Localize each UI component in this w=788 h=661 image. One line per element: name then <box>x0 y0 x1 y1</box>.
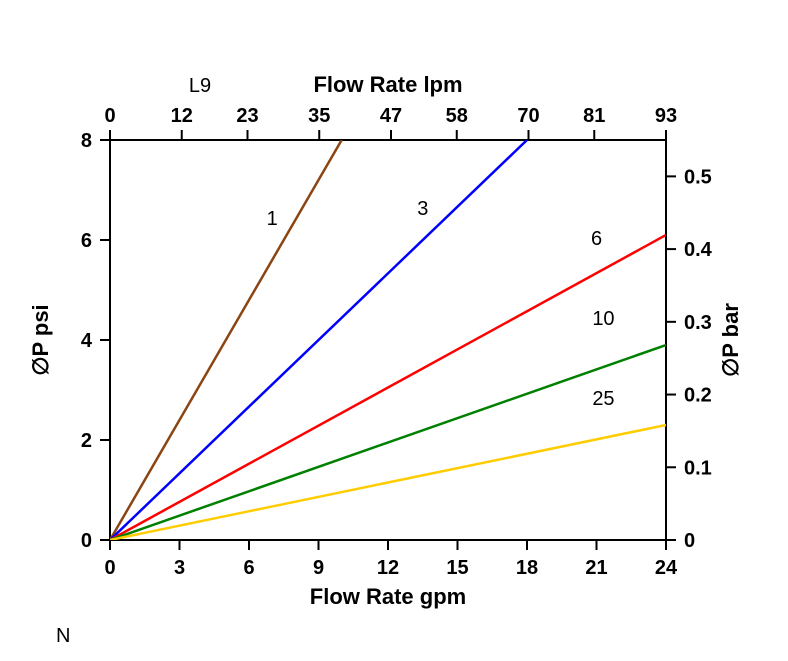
xtick-top-label: 93 <box>655 105 677 127</box>
xtick-bottom-label: 0 <box>104 557 115 579</box>
xtick-bottom-label: 21 <box>585 557 607 579</box>
ytick-left-label: 8 <box>81 130 92 152</box>
xtick-bottom-label: 3 <box>174 557 185 579</box>
ytick-right-label: 0.4 <box>684 239 713 261</box>
series-label-10: 10 <box>592 308 614 330</box>
plot-area <box>110 140 666 540</box>
ytick-right-label: 0.2 <box>684 385 712 407</box>
chart-container: 03691215182124Flow Rate gpm0122335475870… <box>0 0 788 656</box>
series-label-25: 25 <box>592 388 614 410</box>
ytick-left-label: 6 <box>81 230 92 252</box>
chart-svg: 03691215182124Flow Rate gpm0122335475870… <box>0 0 788 656</box>
xtick-top-label: 12 <box>171 105 193 127</box>
y-axis-right-title: ∅P bar <box>718 303 743 377</box>
x-axis-bottom-title: Flow Rate gpm <box>310 584 466 609</box>
aux-label-bottom-left: N <box>56 625 70 647</box>
xtick-bottom-label: 6 <box>243 557 254 579</box>
xtick-bottom-label: 12 <box>377 557 399 579</box>
ytick-right-label: 0 <box>684 530 695 552</box>
aux-label-top-left: L9 <box>189 75 211 97</box>
x-axis-top-title: Flow Rate lpm <box>313 72 462 97</box>
xtick-top-label: 70 <box>517 105 539 127</box>
xtick-bottom-label: 18 <box>516 557 538 579</box>
ytick-right-label: 0.3 <box>684 312 712 334</box>
series-label-6: 6 <box>591 228 602 250</box>
xtick-top-label: 81 <box>583 105 605 127</box>
series-label-3: 3 <box>417 198 428 220</box>
xtick-top-label: 35 <box>308 105 330 127</box>
xtick-top-label: 47 <box>380 105 402 127</box>
xtick-top-label: 23 <box>236 105 258 127</box>
y-axis-left-title: ∅P psi <box>28 304 53 375</box>
ytick-left-label: 2 <box>81 430 92 452</box>
xtick-bottom-label: 24 <box>655 557 678 579</box>
xtick-top-label: 0 <box>104 105 115 127</box>
ytick-right-label: 0.5 <box>684 166 712 188</box>
xtick-bottom-label: 9 <box>313 557 324 579</box>
ytick-left-label: 4 <box>81 330 93 352</box>
series-label-1: 1 <box>267 208 278 230</box>
xtick-top-label: 58 <box>446 105 468 127</box>
ytick-right-label: 0.1 <box>684 457 712 479</box>
ytick-left-label: 0 <box>81 530 92 552</box>
xtick-bottom-label: 15 <box>446 557 468 579</box>
